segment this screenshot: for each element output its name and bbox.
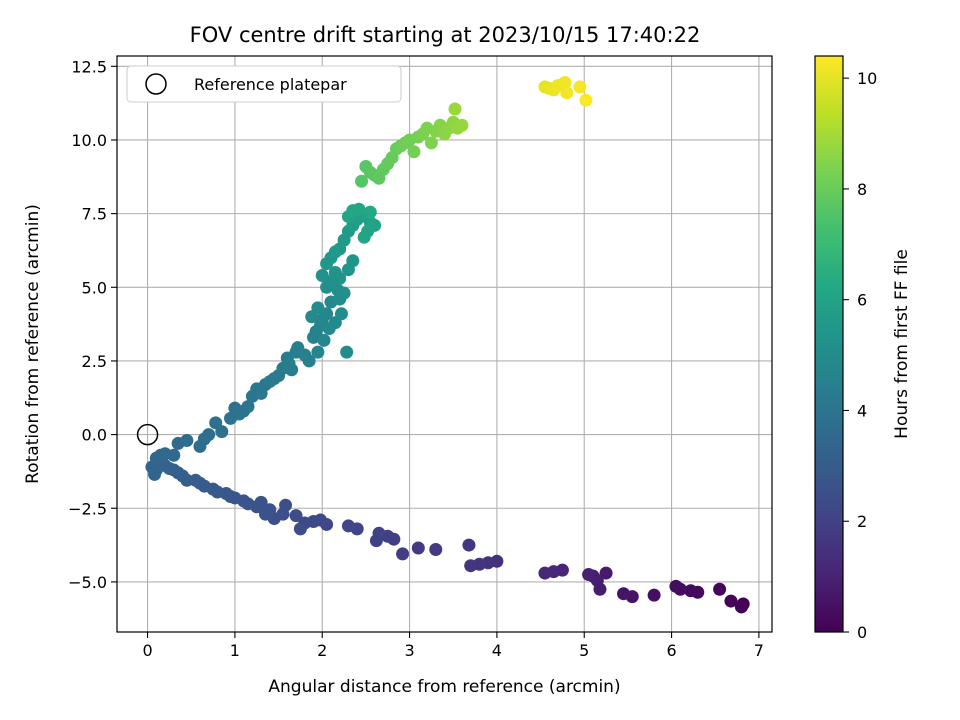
data-point [334,307,348,321]
data-point [357,230,371,244]
colorbar-gradient [815,56,843,632]
data-point [424,136,438,150]
data-point [429,543,443,557]
data-point [369,534,383,548]
x-tick-label: 7 [754,641,764,660]
legend-marker [145,73,167,95]
y-tick-label: −2.5 [68,499,107,518]
colorbar-tick-label: 6 [857,291,867,310]
legend: Reference platepar [126,65,402,103]
data-point [684,584,698,598]
data-point [285,363,299,377]
data-point [337,286,351,300]
colorbar-frame [814,55,844,633]
data-point [368,218,382,232]
x-tick-label: 6 [666,641,676,660]
colorbar-tick-label: 4 [857,401,867,420]
data-point [407,145,421,159]
data-point [448,102,462,116]
scatter-points [145,76,750,614]
data-point [317,333,331,347]
data-point [617,587,631,601]
colorbar-axis: 0 2 4 6 8 10 [843,69,877,642]
y-tick-label: 2.5 [82,352,107,371]
x-axis-label: Angular distance from reference (arcmin) [268,677,620,697]
data-point [289,509,303,523]
data-point [363,205,377,219]
data-point [724,594,738,608]
data-point [302,354,316,368]
x-tick-label: 0 [142,641,152,660]
legend-label: Reference platepar [194,75,347,94]
data-point [355,174,369,188]
data-point [647,588,661,602]
data-point [346,254,360,268]
reference-platepar-marker [136,423,159,446]
x-tick-label: 1 [230,641,240,660]
data-point [599,566,613,580]
data-point [582,568,596,582]
colorbar-tick-label: 2 [857,512,867,531]
data-point [462,538,476,552]
colorbar-tick-label: 10 [857,69,877,88]
data-point [455,118,469,132]
data-point [573,80,587,94]
data-point [341,519,355,533]
y-tick-label: 12.5 [71,57,107,76]
colorbar-label: Hours from first FF file [892,249,912,439]
data-point [352,202,366,216]
y-tick-label: −5.0 [68,573,107,592]
y-axis: −5.0 −2.5 0.0 2.5 5.0 7.5 10.0 12.5 [68,57,117,592]
data-point [538,566,552,580]
data-point [396,547,410,561]
data-point [558,76,572,90]
legend-box [126,65,402,103]
data-point [202,428,216,442]
data-point [579,93,593,107]
plot-frame [116,55,773,633]
data-point [311,301,325,315]
data-point [215,425,229,439]
y-tick-label: 0.0 [82,426,107,445]
data-point [411,541,425,555]
data-point [713,582,727,596]
data-point [340,345,354,359]
data-point [258,507,272,521]
data-point [315,268,329,282]
data-point [464,559,478,573]
data-point [669,579,683,593]
data-point [333,271,347,285]
x-tick-label: 5 [579,641,589,660]
data-point [293,522,307,536]
x-tick-label: 3 [404,641,414,660]
y-tick-label: 5.0 [82,278,107,297]
data-point [311,345,325,359]
data-point [167,448,181,462]
x-tick-label: 4 [492,641,502,660]
y-tick-label: 10.0 [71,131,107,150]
colorbar-tick-label: 0 [857,623,867,642]
data-point [241,400,255,414]
x-tick-label: 2 [317,641,327,660]
chart-title: FOV centre drift starting at 2023/10/15 … [190,23,701,47]
data-point [560,86,574,100]
y-axis-label: Rotation from reference (arcmin) [23,204,43,484]
colorbar-tick-label: 8 [857,180,867,199]
x-axis: 0 1 2 3 4 5 6 7 [142,632,764,660]
y-tick-label: 7.5 [82,205,107,224]
data-point [180,433,194,447]
data-point [734,600,748,614]
